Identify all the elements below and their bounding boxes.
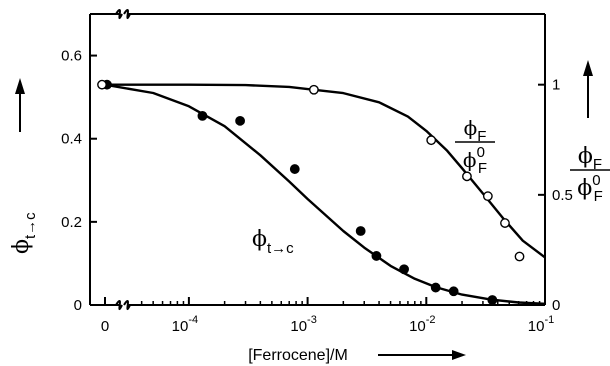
data-point-filled [399,264,409,275]
top-axis-break-a [115,9,123,19]
x-axis-tick-label: 10-4 [172,314,198,335]
data-point-filled [355,226,366,236]
x-tick-exponent: -3 [307,314,317,326]
series-label-phi-t-c: ϕt→c [252,227,294,257]
series-label-phi-f-ratio-numerator-symbol: ϕ [464,116,478,140]
data-point-filled [487,295,498,305]
fit-curve-right-series [105,83,546,259]
data-point-filled [448,286,459,297]
series-label-phi-f-ratio-numerator: ϕF [464,116,487,145]
right-axis-title-numerator-subscript: F [593,156,602,173]
data-point-open [514,251,525,262]
axis-ticks: 00.20.40.600.510 10-4 10-3 10-2 10-1 [61,48,573,335]
x-tick-base: 10 [290,318,307,335]
x-tick-exponent: -1 [544,314,554,326]
series-label-phi-f-ratio-denominator: ϕ0 F [463,144,487,177]
x-axis-tick-label: 0 [101,318,109,335]
right-axis-title-numerator-symbol: ϕ [578,144,593,169]
right-axis-arrow-head [583,60,593,76]
right-axis-tick-label: 0.5 [552,187,573,204]
data-point-filled [371,251,382,261]
x-tick-exponent: -2 [426,314,436,326]
series-label-phi-f-ratio-denominator-superscript: 0 [477,144,485,161]
left-axis-tick-label: 0.6 [61,48,82,65]
series-label-phi-f-ratio-denominator-subscript: F [478,160,487,177]
fit-curves [104,83,546,305]
x-axis-arrow-head [452,350,466,360]
x-axis-tick-label: 10-2 [409,314,435,335]
series-label-phi-t-c-subscript: t→c [267,240,294,257]
x-tick-base: 10 [528,318,545,335]
left-axis-tick-label: 0 [74,297,82,314]
data-point-open [97,79,107,90]
x-tick-exponent: -4 [188,314,198,326]
data-point-open [426,135,437,146]
left-axis-title-subscript: t→c [22,212,39,239]
x-axis-title: [Ferrocene]/M [248,347,348,364]
data-point-filled [197,110,208,121]
series-label-phi-t-c-symbol: ϕ [252,227,267,252]
x-tick-base: 10 [172,318,189,335]
series-label-phi-f-ratio-denominator-symbol: ϕ [463,148,477,172]
left-axis-title-symbol: ϕ [9,239,34,254]
left-axis-title: ϕt→c [9,212,39,254]
data-point-open [308,84,319,95]
x-axis-tick-label: 10-3 [290,314,316,335]
data-point-filled [430,282,441,293]
right-axis-title-denominator-superscript: 0 [592,172,600,189]
fit-curve-left-series [104,83,546,305]
bottom-axis-break-b [123,300,131,310]
data-point-filled [289,164,300,174]
left-axis-tick-label: 0.2 [61,214,82,231]
right-axis-title-denominator-subscript: F [594,188,603,205]
data-point-open [482,191,493,202]
top-axis-break-b [123,9,131,19]
left-axis-arrow-head [15,78,25,94]
data-point-open [500,218,510,228]
x-tick-base: 10 [409,318,426,335]
series-label-phi-f-ratio-numerator-subscript: F [477,128,486,145]
data-point-filled [235,115,245,126]
right-axis-title-numerator: ϕF [578,144,602,173]
data-points [97,79,525,305]
left-axis-tick-label: 0.4 [61,131,82,148]
data-point-open [462,171,472,182]
right-axis-tick-label: 1 [552,77,560,94]
right-axis-title-denominator-symbol: ϕ [577,176,592,201]
right-axis-title-denominator: ϕ0 F [577,172,603,205]
bottom-axis-break-a [115,300,123,310]
x-axis-tick-label: 10-1 [528,314,554,335]
right-axis-tick-label: 0 [552,297,560,314]
